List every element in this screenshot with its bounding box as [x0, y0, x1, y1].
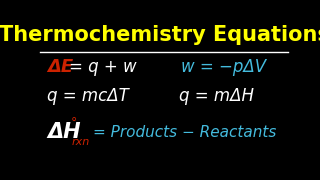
Text: rxn: rxn — [72, 137, 90, 147]
Text: = Products − Reactants: = Products − Reactants — [93, 125, 277, 140]
Text: °: ° — [71, 116, 77, 129]
Text: q = mΔH: q = mΔH — [179, 87, 254, 105]
Text: q = mcΔT: q = mcΔT — [47, 87, 129, 105]
Text: Thermochemistry Equations: Thermochemistry Equations — [0, 25, 320, 46]
Text: ΔH: ΔH — [47, 122, 81, 143]
Text: = q + w: = q + w — [68, 58, 136, 76]
Text: ΔE: ΔE — [47, 58, 74, 76]
Text: w = −pΔV: w = −pΔV — [181, 58, 267, 76]
